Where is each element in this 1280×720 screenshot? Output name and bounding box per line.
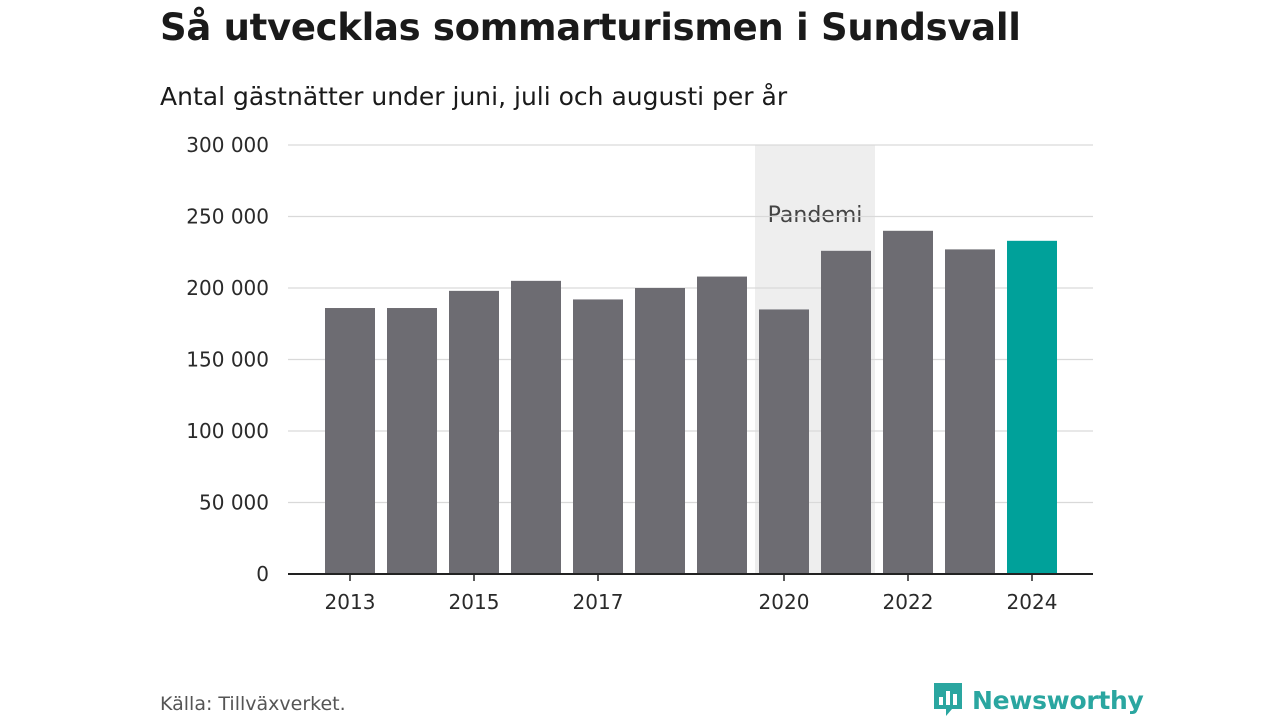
y-tick-label: 50 000 <box>199 491 269 515</box>
bar-2021 <box>821 250 871 574</box>
y-tick-label: 250 000 <box>186 205 269 229</box>
bars-layer <box>325 230 1057 575</box>
y-tick-label: 300 000 <box>186 133 269 157</box>
x-tick-label: 2024 <box>1007 590 1058 614</box>
y-axis-ticks: 0 50 000 100 000 150 000 200 000 250 000 300 0… <box>186 133 269 586</box>
y-tick-label: 200 000 <box>186 276 269 300</box>
x-tick-label: 2017 <box>573 590 624 614</box>
y-tick-label: 150 000 <box>186 348 269 372</box>
x-tick-label: 2015 <box>449 590 500 614</box>
bar-2023 <box>945 249 995 574</box>
bar-2016 <box>511 280 561 574</box>
logo-text: Newsworthy <box>972 685 1144 715</box>
source-note: Källa: Tillväxverket. <box>160 693 346 715</box>
pandemic-band-label: Pandemi <box>768 203 863 228</box>
bar-2024 <box>1007 240 1057 574</box>
newsworthy-logo: Newsworthy <box>932 681 1144 719</box>
chart-title: Så utvecklas sommarturismen i Sundsvall <box>160 6 1021 49</box>
bar-2018 <box>635 288 685 574</box>
bar-2013 <box>325 308 375 574</box>
newsworthy-logo-icon <box>934 683 962 716</box>
bar-2014 <box>387 308 437 574</box>
bar-2020 <box>759 309 809 574</box>
bar-2017 <box>573 299 623 574</box>
bar-2015 <box>449 290 499 574</box>
bar-2019 <box>697 276 747 574</box>
chart-subtitle: Antal gästnätter under juni, juli och au… <box>160 82 788 111</box>
bar-chart: Pandemi 0 50 000 100 000 150 000 200 000 250 … <box>186 133 1093 614</box>
y-tick-label: 100 000 <box>186 419 269 443</box>
x-axis-ticks: 2013 2015 2017 2020 2022 2024 <box>325 574 1058 614</box>
x-tick-label: 2020 <box>759 590 810 614</box>
x-tick-label: 2013 <box>325 590 376 614</box>
y-tick-label: 0 <box>256 562 269 586</box>
bar-2022 <box>883 230 933 575</box>
x-tick-label: 2022 <box>883 590 934 614</box>
